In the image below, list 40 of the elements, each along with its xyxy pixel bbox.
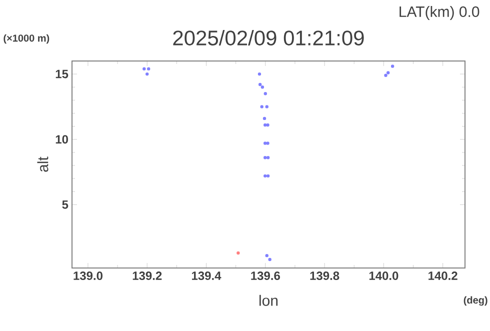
- point: [268, 258, 272, 262]
- text: (deg): [464, 296, 488, 306]
- x-tick-label: 139.8: [310, 272, 340, 280]
- text: LAT(km) 0.0: [400, 6, 480, 20]
- point: [266, 123, 270, 127]
- y-tick-label: 10: [56, 135, 68, 144]
- point: [146, 67, 150, 70]
- point: [258, 82, 262, 86]
- point: [264, 123, 267, 127]
- x-tick-label: 139.0: [74, 272, 102, 280]
- point: [264, 92, 267, 96]
- x-tick-label: 139.4: [192, 272, 222, 280]
- point: [258, 72, 262, 76]
- point: [266, 142, 270, 145]
- x-axis-title: lon: [260, 294, 278, 306]
- point: [384, 74, 388, 77]
- point: [142, 67, 146, 70]
- point: [265, 105, 268, 108]
- point: [266, 156, 270, 160]
- x-tick-label: 140.2: [428, 272, 458, 280]
- point: [386, 71, 390, 74]
- y-tick-label: 5: [62, 200, 68, 209]
- x-tick-label: 140.0: [369, 272, 398, 280]
- point: [264, 174, 267, 178]
- point: [390, 64, 394, 68]
- point: [264, 156, 267, 160]
- y-tick-label: 15: [56, 70, 68, 78]
- point: [260, 86, 264, 89]
- point: [236, 251, 240, 255]
- point: [265, 254, 268, 258]
- point: [266, 174, 270, 178]
- point: [262, 116, 266, 120]
- chart-title: 2025/02/09 01:21:09: [173, 30, 364, 46]
- y-axis-title: alt: [37, 156, 48, 172]
- point: [264, 142, 267, 145]
- x-tick-label: 139.2: [132, 272, 162, 280]
- point: [146, 72, 149, 76]
- text: (×1000 m): [4, 34, 50, 44]
- x-tick-label: 139.6: [251, 272, 280, 280]
- point: [260, 105, 264, 108]
